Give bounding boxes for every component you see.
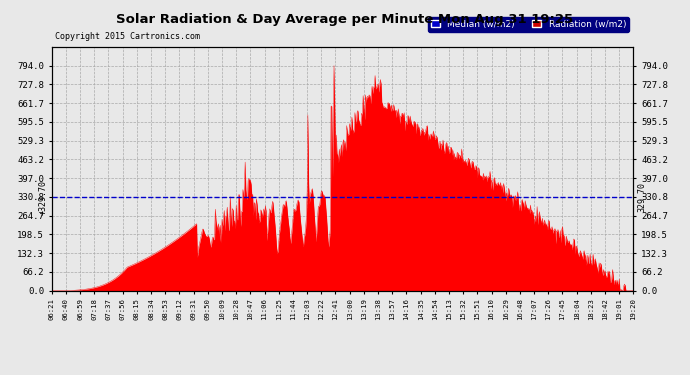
- Legend: Median (w/m2), Radiation (w/m2): Median (w/m2), Radiation (w/m2): [428, 17, 629, 32]
- Text: Copyright 2015 Cartronics.com: Copyright 2015 Cartronics.com: [55, 32, 199, 41]
- Text: Solar Radiation & Day Average per Minute Mon Aug 31 19:25: Solar Radiation & Day Average per Minute…: [117, 13, 573, 26]
- Text: 329.70: 329.70: [638, 182, 647, 212]
- Text: +329.70: +329.70: [39, 180, 48, 214]
